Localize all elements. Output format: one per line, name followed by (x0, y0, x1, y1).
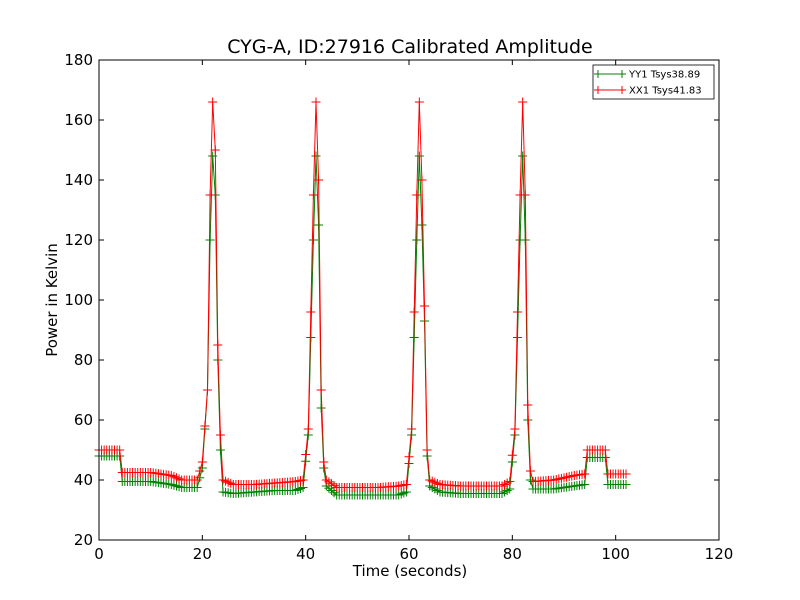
x-tick-label: 80 (503, 545, 522, 563)
data-point-xx1 (203, 385, 212, 395)
data-point-xx1 (409, 307, 419, 317)
y-tick-label: 120 (64, 231, 93, 249)
legend-label-xx1: XX1 Tsys41.83 (629, 86, 702, 97)
series-yy1 (94, 151, 631, 500)
data-point-xx1 (523, 400, 533, 410)
y-tick-label: 40 (74, 471, 93, 489)
data-point-yy1 (580, 480, 590, 489)
data-point-yy1 (205, 235, 215, 245)
x-tick-label: 20 (193, 545, 212, 563)
data-point-xx1 (115, 445, 125, 455)
data-point-xx1 (303, 424, 313, 434)
data-point-xx1 (414, 97, 424, 107)
y-tick-label: 180 (64, 51, 93, 69)
data-point-xx1 (316, 385, 326, 395)
data-point-yy1 (621, 480, 631, 489)
legend-marker-yy1 (594, 70, 626, 78)
y-axis-label: Power in Kelvin (43, 243, 61, 357)
data-point-yy1 (412, 235, 422, 245)
data-point-xx1 (298, 475, 308, 485)
data-point-xx1 (311, 97, 321, 107)
x-tick-label: 100 (601, 545, 630, 563)
data-point-xx1 (505, 477, 515, 486)
data-point-yy1 (414, 151, 424, 161)
data-point-xx1 (420, 301, 429, 311)
data-point-yy1 (518, 151, 528, 161)
data-point-xx1 (195, 466, 205, 476)
y-tick-label: 100 (64, 291, 93, 309)
data-point-xx1 (401, 480, 411, 489)
data-point-xx1 (422, 445, 432, 455)
data-point-xx1 (192, 475, 202, 485)
y-tick-label: 160 (64, 111, 93, 129)
data-point-xx1 (518, 97, 528, 107)
data-point-yy1 (417, 220, 427, 230)
data-point-yy1 (215, 445, 225, 455)
data-point-xx1 (208, 97, 218, 107)
data-point-yy1 (311, 151, 321, 161)
data-point-xx1 (525, 466, 535, 476)
legend-marker-xx1 (594, 86, 626, 94)
data-point-xx1 (308, 190, 318, 200)
y-tick-label: 20 (74, 531, 93, 549)
data-point-xx1 (200, 421, 210, 431)
data-point-xx1 (513, 307, 522, 317)
x-tick-label: 60 (399, 545, 418, 563)
legend-box (592, 64, 715, 100)
data-point-xx1 (600, 445, 610, 455)
data-point-xx1 (412, 190, 422, 200)
data-point-yy1 (520, 235, 530, 245)
x-tick-label: 40 (296, 545, 315, 563)
data-point-xx1 (621, 469, 631, 479)
data-point-xx1 (301, 450, 311, 459)
y-tick-label: 140 (64, 171, 93, 189)
data-point-yy1 (316, 403, 326, 413)
data-point-xx1 (205, 190, 215, 200)
data-point-xx1 (580, 469, 590, 479)
data-point-xx1 (510, 424, 520, 434)
y-tick-label: 60 (74, 411, 93, 429)
data-point-xx1 (213, 340, 223, 350)
data-point-xx1 (210, 145, 220, 155)
data-point-xx1 (520, 190, 530, 200)
x-tick-label: 0 (94, 545, 104, 563)
data-point-yy1 (306, 333, 316, 342)
data-point-yy1 (314, 220, 324, 230)
chart-title: CYG-A, ID:27916 Calibrated Amplitude (227, 36, 592, 58)
data-point-xx1 (407, 424, 417, 434)
data-point-xx1 (306, 307, 316, 317)
data-point-yy1 (308, 235, 318, 245)
data-point-xx1 (319, 457, 329, 467)
x-axis-label: Time (seconds) (352, 562, 468, 580)
data-point-xx1 (197, 457, 207, 467)
x-tick-label: 120 (705, 545, 734, 563)
legend: YY1 Tsys38.89 XX1 Tsys41.83 (592, 64, 715, 100)
data-point-xx1 (215, 430, 225, 440)
legend-label-yy1: YY1 Tsys38.89 (628, 70, 700, 81)
y-tick-label: 80 (74, 351, 93, 369)
data-point-xx1 (314, 175, 324, 185)
data-point-xx1 (507, 450, 517, 460)
data-point-xx1 (404, 452, 414, 462)
data-point-xx1 (417, 175, 427, 185)
